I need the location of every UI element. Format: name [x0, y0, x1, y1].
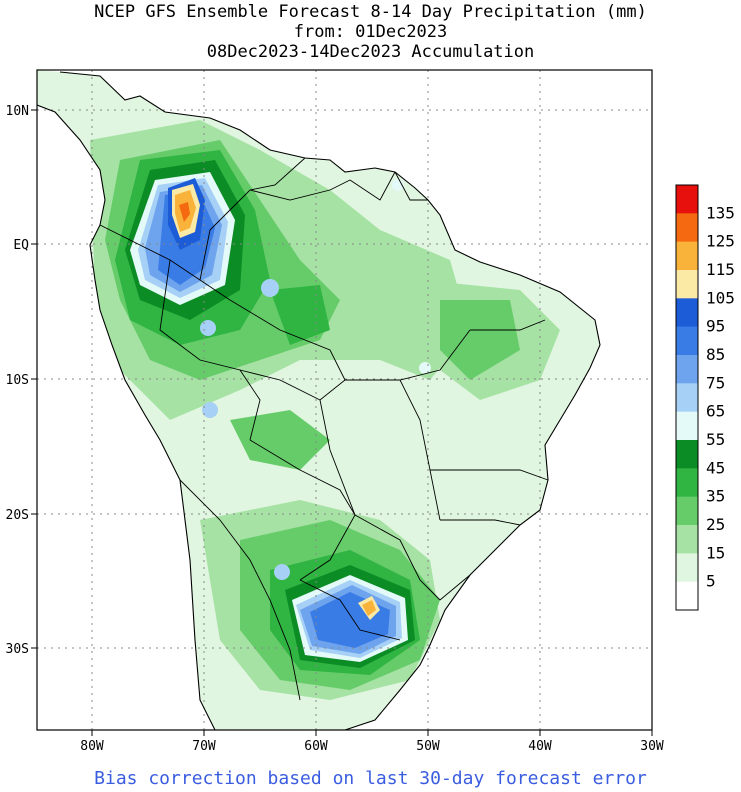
- lat-label-eq: EQ: [13, 238, 29, 253]
- colorbar-label: 135: [706, 203, 735, 222]
- colorbar-frame: [675, 184, 699, 611]
- colorbar-swatch: [676, 496, 698, 526]
- lat-label-10s: 10S: [6, 373, 29, 388]
- colorbar-swatch: [676, 241, 698, 271]
- lat-label-30s: 30S: [6, 642, 29, 657]
- map-frame: [36, 69, 653, 731]
- axis-ticks: [31, 109, 653, 736]
- colorbar-label: 75: [706, 373, 725, 392]
- precipitation-field: [37, 70, 600, 730]
- lat-label-20s: 20S: [6, 508, 29, 523]
- colorbar-label: 25: [706, 515, 725, 534]
- colorbar-swatch: [676, 468, 698, 497]
- country-borders: [99, 157, 549, 701]
- lon-label-40w: 40W: [528, 739, 552, 754]
- colorbar-label: 5: [706, 572, 716, 591]
- colorbar-label: 95: [706, 317, 725, 336]
- map-title: NCEP GFS Ensemble Forecast 8-14 Day Prec…: [94, 2, 647, 22]
- colorbar-swatch: [676, 326, 698, 356]
- colorbar-swatch: [676, 383, 698, 412]
- colorbar: 135 125 115 105 95 85 75 65 55 45 35 25 15 5: [675, 184, 735, 611]
- accumulation-period: 08Dec2023-14Dec2023 Accumulation: [206, 42, 535, 62]
- lon-label-70w: 70W: [192, 739, 216, 754]
- graticule: [37, 70, 652, 730]
- colorbar-swatch: [676, 213, 698, 242]
- lon-label-60w: 60W: [304, 739, 328, 754]
- colorbar-label: 105: [706, 288, 735, 307]
- lat-label-10n: 10N: [6, 104, 29, 119]
- colorbar-swatch: [676, 411, 698, 441]
- colorbar-swatch: [676, 355, 698, 384]
- forecast-date: from: 01Dec2023: [293, 22, 448, 42]
- lon-label-50w: 50W: [416, 739, 440, 754]
- colorbar-swatch: [676, 553, 698, 582]
- colorbar-swatch: [676, 298, 698, 327]
- lon-label-30w: 30W: [640, 739, 664, 754]
- colorbar-label: 65: [706, 402, 725, 421]
- colorbar-label: 115: [706, 260, 735, 279]
- colorbar-label: 15: [706, 543, 725, 562]
- colorbar-label: 125: [706, 232, 735, 251]
- colorbar-label: 35: [706, 487, 725, 506]
- colorbar-swatch: [676, 185, 698, 214]
- colorbar-label: 55: [706, 430, 725, 449]
- colorbar-label: 45: [706, 458, 725, 477]
- colorbar-swatch: [676, 581, 698, 611]
- bias-correction-note: Bias correction based on last 30-day for…: [94, 768, 647, 789]
- colorbar-swatch: [676, 525, 698, 554]
- colorbar-label: 85: [706, 345, 725, 364]
- colorbar-swatch: [676, 440, 698, 469]
- lon-label-80w: 80W: [80, 739, 104, 754]
- colorbar-swatch: [676, 270, 698, 299]
